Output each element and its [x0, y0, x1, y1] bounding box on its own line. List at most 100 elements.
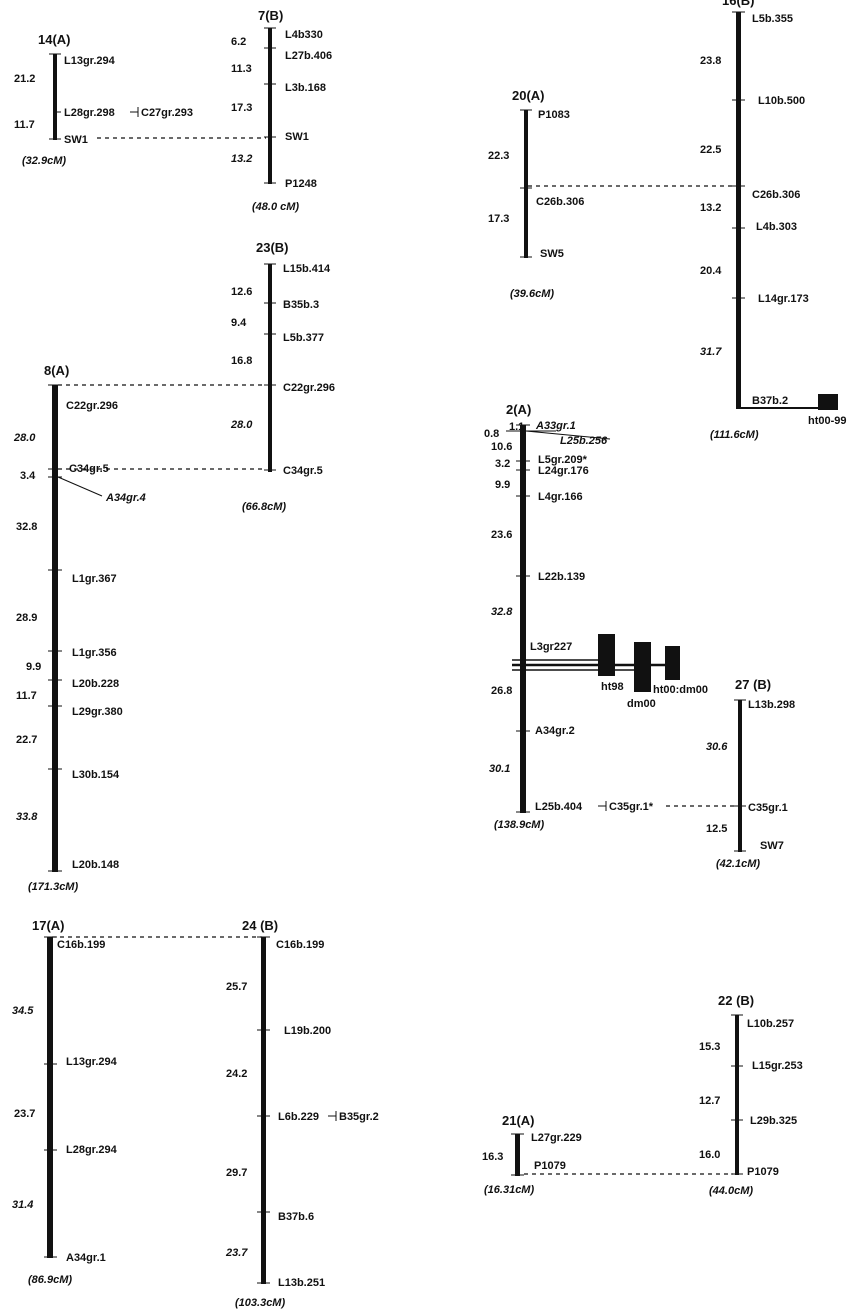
marker-label: L29gr.380 — [72, 706, 123, 718]
marker-label: L5gr.209* — [538, 454, 588, 466]
distance-label: 9.9 — [26, 661, 41, 673]
distance-label: 13.2 — [700, 202, 721, 214]
distance-label: 30.6 — [706, 741, 728, 753]
distance-label: 22.3 — [488, 150, 509, 162]
distance-label: 23.8 — [700, 55, 721, 67]
marker-label: L10b.257 — [747, 1018, 794, 1030]
qtl-label: ht98 — [601, 681, 624, 693]
distance-label: 12.5 — [706, 823, 727, 835]
marker-label: B37b.2 — [752, 395, 788, 407]
group-title: 14(A) — [38, 32, 71, 47]
distance-label: 28.0 — [230, 419, 253, 431]
chromosome-bar — [52, 385, 58, 872]
marker-label: L13gr.294 — [64, 55, 116, 67]
group-title: 17(A) — [32, 918, 65, 933]
marker-label: B35gr.2 — [339, 1111, 379, 1123]
marker-label: P1079 — [747, 1166, 779, 1178]
qtl-label: ht00-99 — [808, 415, 847, 427]
marker-label: L4gr.166 — [538, 491, 583, 503]
group-title: 8(A) — [44, 363, 69, 378]
distance-label: 3.2 — [495, 458, 510, 470]
chromosome-bar — [268, 28, 272, 184]
group-title: 22 (B) — [718, 993, 754, 1008]
linkage-group-14A: 14(A) L13gr.294 L28gr.298 C27gr.293 SW1 … — [14, 32, 193, 167]
total-length: (138.9cM) — [494, 819, 544, 831]
marker-label: L1gr.367 — [72, 573, 117, 585]
distance-label: 22.7 — [16, 734, 37, 746]
marker-label: L20b.228 — [72, 678, 119, 690]
chromosome-bar — [268, 264, 272, 472]
distance-label: 15.3 — [699, 1041, 720, 1053]
marker-label: L15b.414 — [283, 263, 331, 275]
marker-label: SW1 — [64, 134, 88, 146]
group-title: 7(B) — [258, 8, 283, 23]
linkage-group-7B: 7(B) L4b330 L27b.406 L3b.168 SW1 P1248 6… — [231, 8, 332, 213]
marker-label: L13gr.294 — [66, 1056, 118, 1068]
chromosome-bar — [738, 700, 742, 852]
distance-label: 10.6 — [491, 441, 512, 453]
chromosome-bar — [524, 110, 528, 258]
chromosome-bar — [520, 425, 526, 813]
chromosome-bar — [735, 1015, 739, 1175]
marker-label: C22gr.296 — [283, 382, 335, 394]
marker-label: L30b.154 — [72, 769, 120, 781]
marker-label: C26b.306 — [536, 196, 584, 208]
distance-label: 3.4 — [20, 470, 36, 482]
marker-label: B35b.3 — [283, 299, 319, 311]
distance-label: 26.8 — [491, 685, 512, 697]
qtl-box — [634, 642, 651, 692]
qtl-box — [598, 634, 615, 676]
distance-label: 0.8 — [484, 428, 499, 440]
marker-label: A34gr.2 — [535, 725, 575, 737]
distance-label: 23.7 — [225, 1247, 248, 1259]
distance-label: 21.2 — [14, 73, 35, 85]
marker-label: C16b.199 — [276, 939, 324, 951]
chromosome-bar — [261, 937, 266, 1284]
marker-label: L28gr.294 — [66, 1144, 118, 1156]
group-title: 27 (B) — [735, 677, 771, 692]
marker-label: L25b.256 — [560, 435, 608, 447]
distance-label: 12.6 — [231, 286, 252, 298]
marker-label: C16b.199 — [57, 939, 105, 951]
distance-label: 17.3 — [231, 102, 252, 114]
distance-label: 22.5 — [700, 144, 721, 156]
linkage-group-22B: 22 (B) L10b.257 L15gr.253 L29b.325 P1079… — [699, 993, 803, 1197]
distance-label: 23.7 — [14, 1108, 35, 1120]
distance-label: 23.6 — [491, 529, 512, 541]
distance-label: 24.2 — [226, 1068, 247, 1080]
qtl-label: dm00 — [627, 698, 656, 710]
linkage-group-24B: 24 (B) C16b.199 L19b.200 L6b.229 B35gr.2… — [225, 918, 379, 1309]
chromosome-bar — [47, 937, 53, 1258]
distance-label: 16.3 — [482, 1151, 503, 1163]
group-title: 24 (B) — [242, 918, 278, 933]
distance-label: 11.7 — [16, 690, 37, 702]
marker-label: C27gr.293 — [141, 107, 193, 119]
marker-label: B37b.6 — [278, 1211, 314, 1223]
distance-label: 11.7 — [14, 119, 35, 131]
distance-label: 11.3 — [231, 63, 252, 75]
group-title: 23(B) — [256, 240, 289, 255]
total-length: (86.9cM) — [28, 1274, 72, 1286]
marker-label: C35gr.1 — [748, 802, 788, 814]
distance-label: 32.8 — [491, 606, 513, 618]
marker-label: L4b.303 — [756, 221, 797, 233]
marker-label: P1083 — [538, 109, 570, 121]
chromosome-bar — [515, 1134, 520, 1176]
group-title: 16(B) — [722, 0, 755, 8]
distance-label: 9.9 — [495, 479, 510, 491]
marker-label: L28gr.298 — [64, 107, 115, 119]
total-length: (103.3cM) — [235, 1297, 285, 1309]
linkage-group-21A: 21(A) L27gr.229 P1079 16.3 (16.31cM) — [482, 1113, 582, 1196]
distance-label: 31.4 — [12, 1199, 33, 1211]
marker-label: L5b.355 — [752, 13, 793, 25]
marker-label: L13b.251 — [278, 1277, 325, 1289]
distance-label: 12.7 — [699, 1095, 720, 1107]
marker-label: SW5 — [540, 248, 564, 260]
linkage-group-27B: 27 (B) L13b.298 C35gr.1 SW7 30.6 12.5 (4… — [706, 677, 795, 870]
marker-label: L10b.500 — [758, 95, 805, 107]
marker-label: L27b.406 — [285, 50, 332, 62]
distance-label: 34.5 — [12, 1005, 34, 1017]
distance-label: 33.8 — [16, 811, 38, 823]
distance-label: 9.4 — [231, 317, 247, 329]
distance-label: 25.7 — [226, 981, 247, 993]
